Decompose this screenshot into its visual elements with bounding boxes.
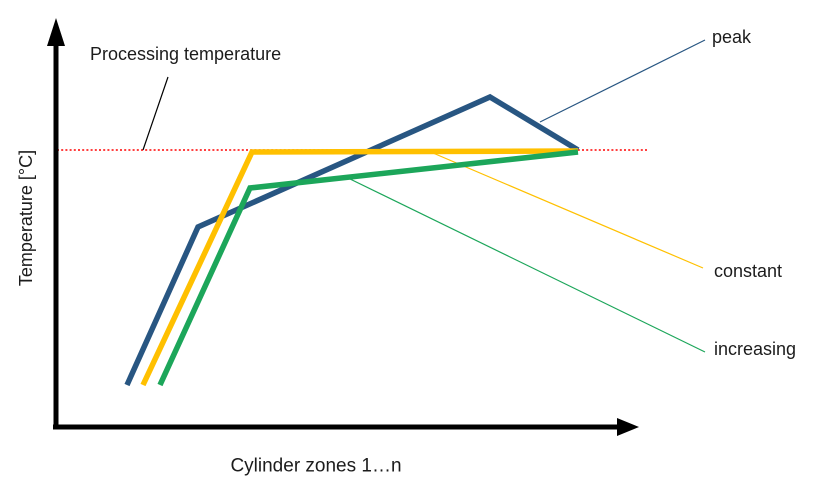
processing-leader-line: [142, 76, 169, 151]
series-line-constant: [140, 148, 579, 387]
y-axis-label: Temperature [°C]: [16, 149, 37, 287]
x-axis: [53, 418, 639, 436]
y-axis: [47, 18, 65, 429]
series-label-increasing: increasing: [714, 339, 797, 359]
series-label-peak: peak: [712, 27, 752, 47]
series-line-increasing: [157, 149, 579, 387]
processing-temperature-annotation: Processing temperature: [90, 44, 282, 64]
x-axis-arrowhead-icon: [617, 418, 639, 436]
y-axis-arrowhead-icon: [47, 18, 65, 46]
leader-line-layer: [142, 39, 706, 353]
increasing-leader-line: [347, 177, 706, 353]
series-line-peak: [124, 93, 580, 387]
x-axis-label: Cylinder zones 1…n: [230, 455, 402, 477]
constant-leader-line: [432, 152, 704, 269]
series-label-constant: constant: [714, 261, 783, 281]
peak-leader-line: [539, 39, 706, 123]
series-layer: [124, 93, 580, 387]
